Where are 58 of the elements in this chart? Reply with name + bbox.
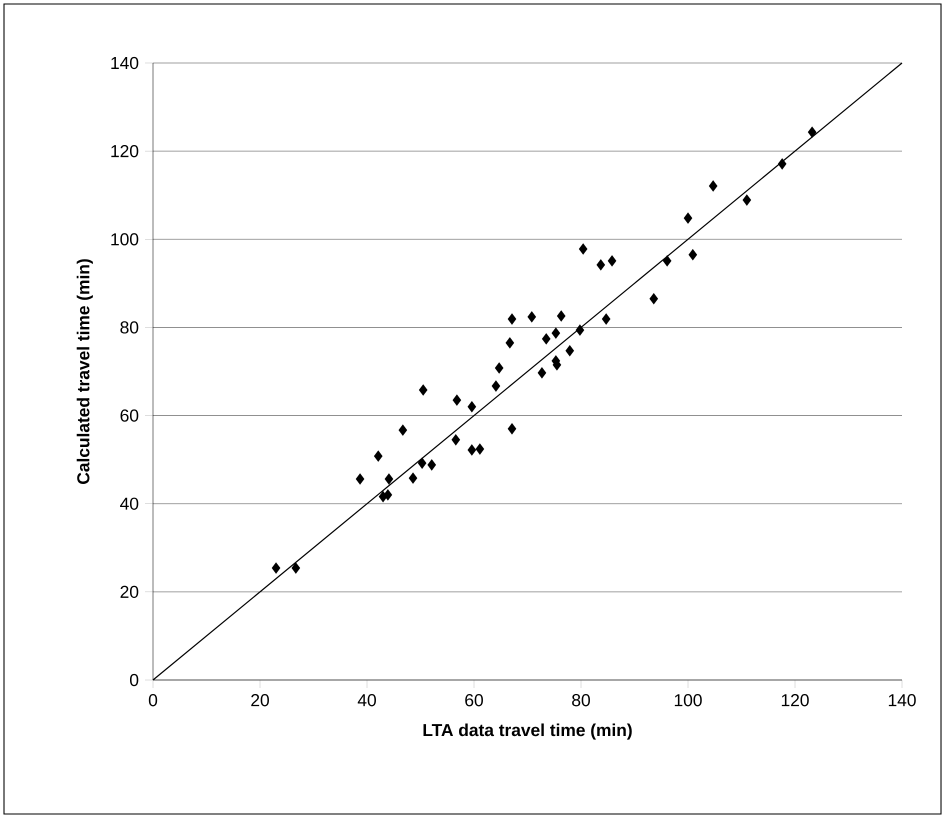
- point: [508, 423, 516, 434]
- point: [418, 384, 428, 396]
- y-tick-label: 100: [111, 233, 138, 246]
- x-tick-label: 120: [782, 694, 809, 706]
- y-tick-label: 40: [120, 498, 138, 510]
- point: [684, 212, 692, 224]
- point: [542, 333, 551, 344]
- point: [468, 401, 476, 412]
- point: [452, 434, 460, 446]
- y-tick-label: 60: [120, 409, 138, 422]
- point: [538, 367, 546, 378]
- point: [808, 126, 816, 138]
- point: [418, 458, 426, 469]
- point: [468, 444, 476, 456]
- x-tick-label: 140: [888, 694, 916, 706]
- point: [576, 324, 584, 336]
- point: [742, 194, 752, 206]
- point: [398, 424, 408, 436]
- y-tick-label: 140: [111, 56, 138, 70]
- point: [778, 158, 786, 170]
- point: [688, 249, 698, 260]
- point: [608, 255, 616, 266]
- point: [528, 311, 536, 322]
- x-tick-label: 60: [465, 694, 483, 706]
- point: [476, 443, 484, 455]
- x-tick-label: 20: [251, 694, 269, 706]
- point: [596, 259, 606, 270]
- point: [602, 313, 610, 325]
- point: [506, 337, 514, 348]
- x-tick-label: 80: [572, 694, 590, 706]
- point: [708, 180, 718, 192]
- point: [356, 473, 364, 485]
- point: [552, 328, 560, 339]
- point: [494, 362, 504, 374]
- point: [427, 459, 436, 471]
- point: [556, 310, 566, 322]
- x-tick-label: 100: [674, 694, 702, 706]
- point: [384, 473, 394, 485]
- y-tick-label: 0: [130, 674, 138, 686]
- y-axis-title: Calculated travel time (min): [76, 259, 93, 484]
- point: [452, 394, 462, 406]
- y-tick-label: 80: [120, 321, 138, 334]
- point: [374, 450, 383, 462]
- point: [384, 489, 392, 500]
- y-tick-label: 120: [111, 145, 138, 158]
- x-tick-label: 0: [148, 694, 158, 706]
- point: [492, 380, 500, 392]
- point: [272, 562, 280, 574]
- point: [578, 243, 588, 255]
- x-axis-title: LTA data travel time (min): [424, 723, 632, 740]
- point: [649, 293, 658, 304]
- point: [662, 255, 672, 266]
- point: [566, 345, 574, 356]
- point: [408, 472, 418, 484]
- x-tick-label: 40: [358, 694, 376, 706]
- point: [508, 313, 516, 325]
- y-tick-label: 20: [120, 586, 138, 598]
- point: [292, 562, 300, 574]
